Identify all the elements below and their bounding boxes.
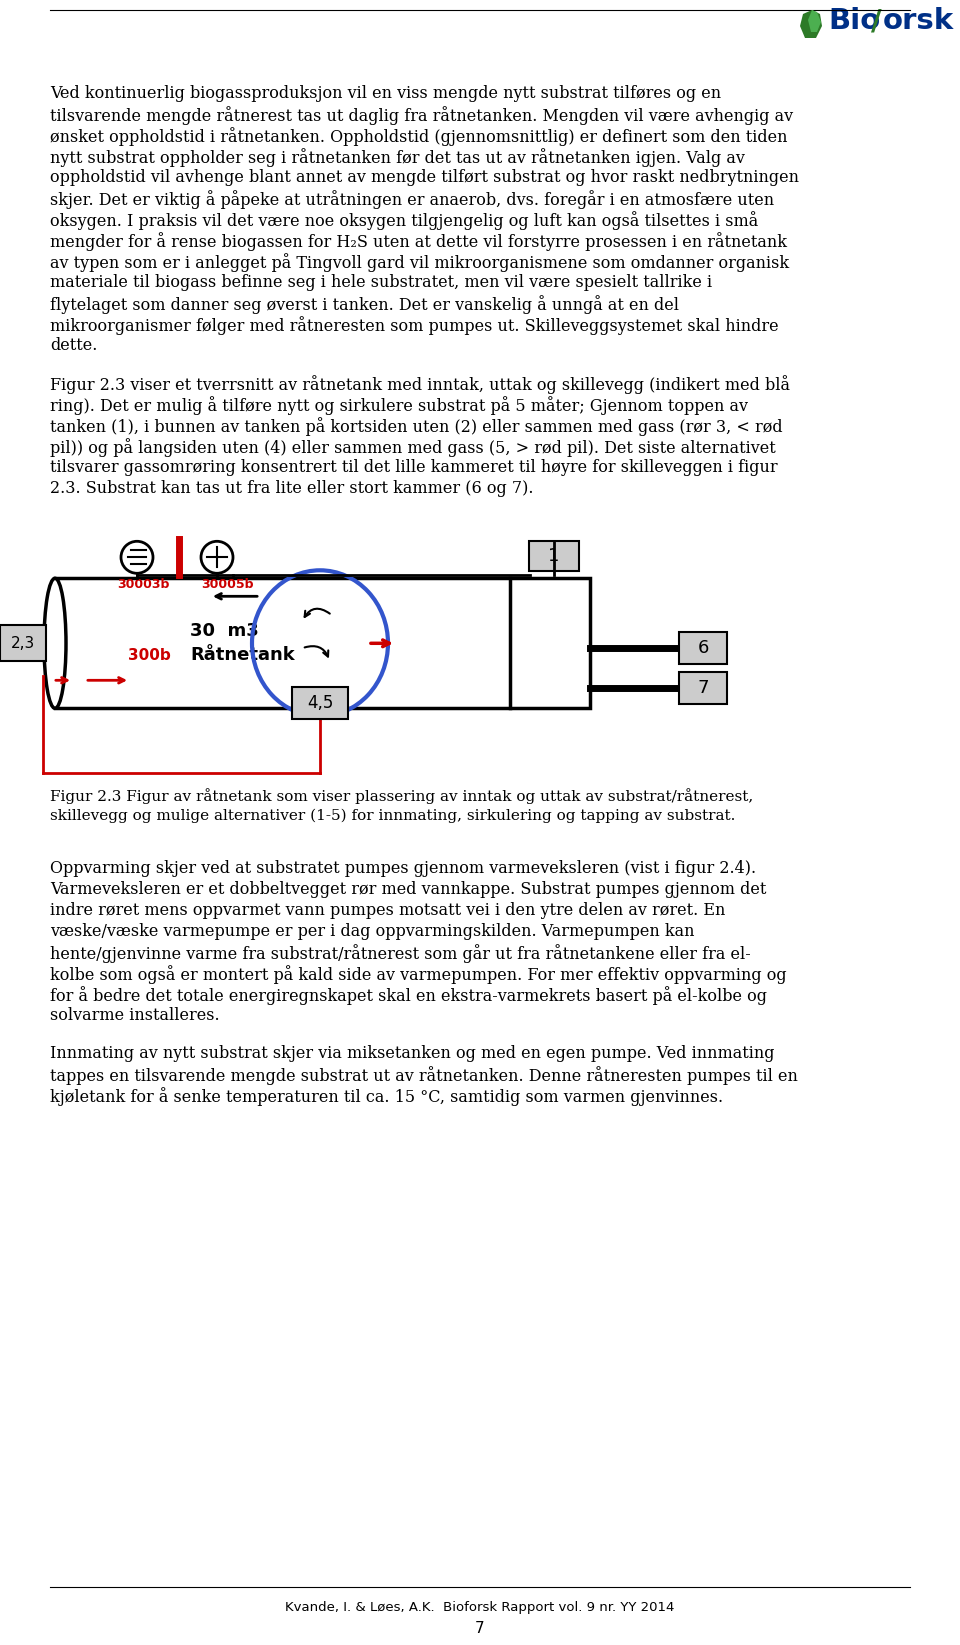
Text: dette.: dette.	[50, 337, 97, 354]
Text: ring). Det er mulig å tilføre nytt og sirkulere substrat på 5 måter; Gjennom top: ring). Det er mulig å tilføre nytt og si…	[50, 396, 748, 415]
FancyBboxPatch shape	[679, 673, 727, 704]
Text: Råtnetank: Råtnetank	[190, 646, 295, 665]
Text: 2.3. Substrat kan tas ut fra lite eller stort kammer (6 og 7).: 2.3. Substrat kan tas ut fra lite eller …	[50, 480, 534, 497]
FancyBboxPatch shape	[679, 632, 727, 665]
Ellipse shape	[44, 579, 66, 709]
Text: tanken (1), i bunnen av tanken på kortsiden uten (2) eller sammen med gass (rør : tanken (1), i bunnen av tanken på kortsi…	[50, 416, 782, 436]
Text: tilsvarer gassomrøring konsentrert til det lille kammeret til høyre for skilleve: tilsvarer gassomrøring konsentrert til d…	[50, 459, 778, 475]
Circle shape	[121, 541, 153, 574]
Text: flytelaget som danner seg øverst i tanken. Det er vanskelig å unngå at en del: flytelaget som danner seg øverst i tanke…	[50, 294, 679, 314]
Text: Bio: Bio	[828, 7, 880, 35]
Text: Figur 2.3 viser et tverrsnitt av råtnetank med inntak, uttak og skillevegg (indi: Figur 2.3 viser et tverrsnitt av råtneta…	[50, 375, 790, 393]
Text: Varmeveksleren er et dobbeltvegget rør med vannkappe. Substrat pumpes gjennom de: Varmeveksleren er et dobbeltvegget rør m…	[50, 880, 766, 898]
Text: 1: 1	[548, 548, 560, 566]
Bar	[55, 579, 590, 709]
Text: Figur 2.3 Figur av råtnetank som viser plassering av inntak og uttak av substrat: Figur 2.3 Figur av råtnetank som viser p…	[50, 788, 754, 804]
Text: ønsket oppholdstid i råtnetanken. Oppholdstid (gjennomsnittlig) er definert som : ønsket oppholdstid i råtnetanken. Opphol…	[50, 127, 787, 146]
Text: /: /	[871, 7, 881, 35]
Text: 30  m3: 30 m3	[190, 622, 259, 640]
Text: 4,5: 4,5	[307, 694, 333, 712]
Text: 30005b: 30005b	[201, 579, 253, 591]
Text: hente/gjenvinne varme fra substrat/råtnerest som går ut fra råtnetankene eller f: hente/gjenvinne varme fra substrat/råtne…	[50, 944, 751, 962]
Text: 6: 6	[697, 640, 708, 658]
Text: væske/væske varmepumpe er per i dag oppvarmingskilden. Varmepumpen kan: væske/væske varmepumpe er per i dag oppv…	[50, 923, 694, 939]
Text: tappes en tilsvarende mengde substrat ut av råtnetanken. Denne råtneresten pumpe: tappes en tilsvarende mengde substrat ut…	[50, 1066, 798, 1084]
Text: skillevegg og mulige alternativer (1-5) for innmating, sirkulering og tapping av: skillevegg og mulige alternativer (1-5) …	[50, 808, 735, 822]
Polygon shape	[800, 10, 822, 38]
Text: 300b: 300b	[128, 648, 171, 663]
Text: Innmating av nytt substrat skjer via miksetanken og med en egen pumpe. Ved innma: Innmating av nytt substrat skjer via mik…	[50, 1045, 775, 1061]
Text: tilsvarende mengde råtnerest tas ut daglig fra råtnetanken. Mengden vil være avh: tilsvarende mengde råtnerest tas ut dagl…	[50, 105, 793, 125]
Text: solvarme installeres.: solvarme installeres.	[50, 1007, 220, 1023]
Text: mikroorganismer følger med råtneresten som pumpes ut. Skilleveggsystemet skal hi: mikroorganismer følger med råtneresten s…	[50, 316, 779, 336]
FancyBboxPatch shape	[292, 688, 348, 719]
Text: kjøletank for å senke temperaturen til ca. 15 °C, samtidig som varmen gjenvinnes: kjøletank for å senke temperaturen til c…	[50, 1087, 723, 1105]
Text: av typen som er i anlegget på Tingvoll gard vil mikroorganismene som omdanner or: av typen som er i anlegget på Tingvoll g…	[50, 253, 789, 271]
Text: 7: 7	[475, 1620, 485, 1637]
Text: 7: 7	[697, 679, 708, 697]
Text: kolbe som også er montert på kald side av varmepumpen. For mer effektiv oppvarmi: kolbe som også er montert på kald side a…	[50, 966, 786, 984]
Text: skjer. Det er viktig å påpeke at utråtningen er anaerob, dvs. foregår i en atmos: skjer. Det er viktig å påpeke at utråtni…	[50, 191, 774, 209]
Circle shape	[201, 541, 233, 574]
Text: mengder for å rense biogassen for H₂S uten at dette vil forstyrre prosessen i en: mengder for å rense biogassen for H₂S ut…	[50, 232, 787, 252]
Text: Oppvarming skjer ved at substratet pumpes gjennom varmeveksleren (vist i figur 2: Oppvarming skjer ved at substratet pumpe…	[50, 860, 756, 877]
Text: 2,3: 2,3	[11, 637, 36, 651]
Text: materiale til biogass befinne seg i hele substratet, men vil være spesielt tallr: materiale til biogass befinne seg i hele…	[50, 275, 712, 291]
FancyBboxPatch shape	[0, 625, 46, 661]
Text: Kvande, I. & Løes, A.K.  Bioforsk Rapport vol. 9 nr. YY 2014: Kvande, I. & Løes, A.K. Bioforsk Rapport…	[285, 1601, 675, 1614]
Text: 30003b: 30003b	[117, 579, 169, 591]
Text: oksygen. I praksis vil det være noe oksygen tilgjengelig og luft kan også tilset: oksygen. I praksis vil det være noe oksy…	[50, 211, 758, 230]
FancyBboxPatch shape	[529, 541, 579, 571]
Text: orsk: orsk	[883, 7, 954, 35]
Text: indre røret mens oppvarmet vann pumpes motsatt vei i den ytre delen av røret. En: indre røret mens oppvarmet vann pumpes m…	[50, 901, 726, 920]
Text: pil)) og på langsiden uten (4) eller sammen med gass (5, > rød pil). Det siste a: pil)) og på langsiden uten (4) eller sam…	[50, 438, 776, 457]
Text: Ved kontinuerlig biogassproduksjon vil en viss mengde nytt substrat tilføres og : Ved kontinuerlig biogassproduksjon vil e…	[50, 86, 721, 102]
Polygon shape	[808, 10, 821, 31]
Text: for å bedre det totale energiregnskapet skal en ekstra-varmekrets basert på el-k: for å bedre det totale energiregnskapet …	[50, 985, 767, 1005]
Text: oppholdstid vil avhenge blant annet av mengde tilført substrat og hvor raskt ned: oppholdstid vil avhenge blant annet av m…	[50, 169, 799, 186]
Text: nytt substrat oppholder seg i råtnetanken før det tas ut av råtnetanken igjen. V: nytt substrat oppholder seg i råtnetanke…	[50, 148, 745, 166]
